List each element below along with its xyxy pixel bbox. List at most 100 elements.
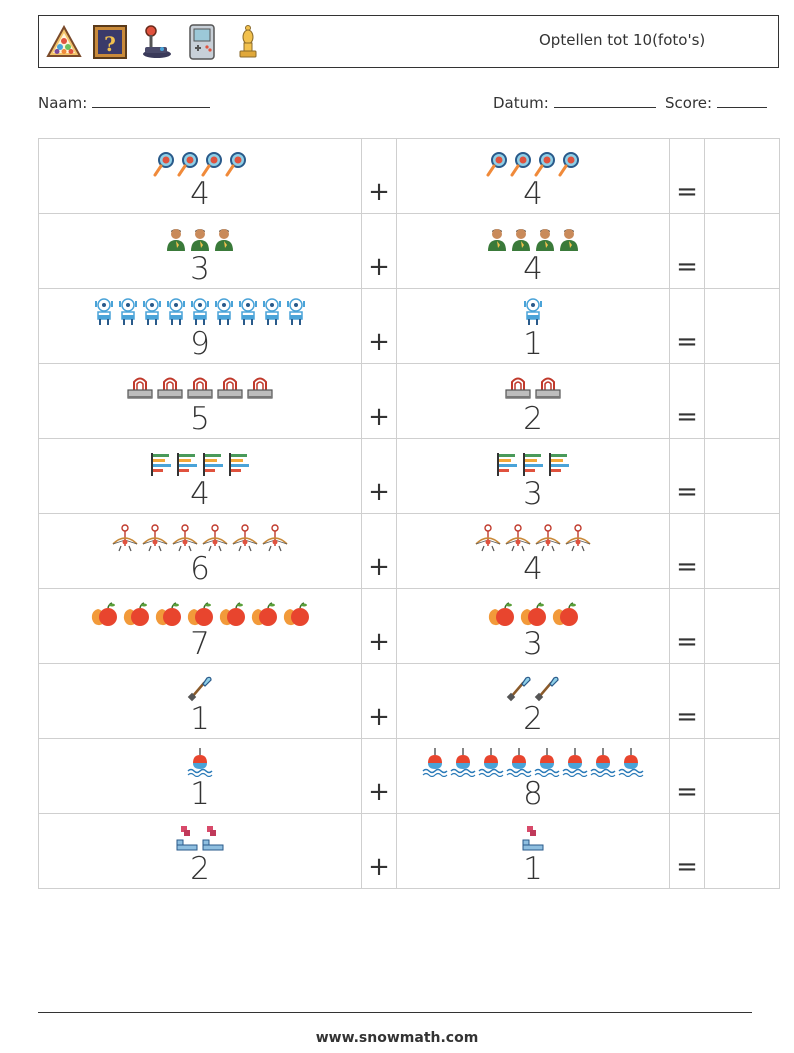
answer-cell[interactable] bbox=[704, 813, 780, 889]
fruit-icon bbox=[550, 601, 580, 627]
bar-chart-icon bbox=[201, 451, 225, 477]
name-label: Naam: bbox=[38, 94, 88, 112]
shovel-icon bbox=[506, 674, 532, 702]
answer-cell[interactable] bbox=[704, 363, 780, 439]
shovel-icon bbox=[187, 674, 213, 702]
equals-cell: = bbox=[669, 288, 705, 364]
term-number: 4 bbox=[190, 176, 210, 212]
term-number: 6 bbox=[190, 551, 210, 587]
person-icon bbox=[534, 226, 556, 252]
problem-row: 5 +2 = bbox=[38, 363, 780, 439]
bar-chart-icon bbox=[521, 451, 545, 477]
term-number: 5 bbox=[190, 401, 210, 437]
svg-text:?: ? bbox=[104, 32, 116, 56]
robot-icon bbox=[285, 297, 307, 327]
bar-chart-icon bbox=[149, 451, 173, 477]
term-number: 4 bbox=[523, 176, 543, 212]
person-icon bbox=[165, 226, 187, 252]
archer-icon bbox=[504, 524, 532, 552]
archer-icon bbox=[231, 524, 259, 552]
term-number: 3 bbox=[523, 626, 543, 662]
term-cell-b: 4 bbox=[396, 213, 670, 289]
robot-icon bbox=[522, 297, 544, 327]
binder-clip-icon bbox=[186, 376, 214, 402]
term-cell-b: 1 bbox=[396, 288, 670, 364]
term-cell-b: 8 bbox=[396, 738, 670, 814]
picture-group bbox=[149, 445, 251, 477]
picture-group bbox=[486, 145, 580, 177]
answer-cell[interactable] bbox=[704, 513, 780, 589]
archer-icon bbox=[171, 524, 199, 552]
picture-group bbox=[153, 145, 247, 177]
magnifier-icon bbox=[486, 151, 508, 177]
answer-cell[interactable] bbox=[704, 738, 780, 814]
archer-icon bbox=[564, 524, 592, 552]
term-cell-a: 5 bbox=[38, 363, 362, 439]
binder-clip-icon bbox=[534, 376, 562, 402]
picture-group bbox=[175, 820, 225, 852]
score-blank[interactable] bbox=[716, 93, 767, 108]
plus-cell: + bbox=[361, 663, 397, 739]
fishing-float-icon bbox=[562, 747, 588, 777]
picture-group bbox=[422, 745, 644, 777]
fruit-icon bbox=[217, 601, 247, 627]
blocks-icon bbox=[175, 824, 199, 852]
binder-clip-icon bbox=[246, 376, 274, 402]
name-blank[interactable] bbox=[92, 93, 211, 108]
plus-sign: + bbox=[368, 702, 390, 732]
name-field: Naam: bbox=[38, 93, 211, 112]
answer-cell[interactable] bbox=[704, 588, 780, 664]
equals-cell: = bbox=[669, 513, 705, 589]
term-cell-b: 4 bbox=[396, 138, 670, 214]
equals-sign: = bbox=[676, 252, 698, 282]
date-field: Datum: bbox=[493, 93, 656, 112]
answer-cell[interactable] bbox=[704, 213, 780, 289]
fruit-icon bbox=[518, 601, 548, 627]
equals-sign: = bbox=[676, 552, 698, 582]
person-icon bbox=[189, 226, 211, 252]
blocks-icon bbox=[201, 824, 225, 852]
plus-sign: + bbox=[368, 177, 390, 207]
robot-icon bbox=[141, 297, 163, 327]
robot-icon bbox=[237, 297, 259, 327]
term-cell-a: 7 bbox=[38, 588, 362, 664]
date-blank[interactable] bbox=[553, 93, 656, 108]
equals-sign: = bbox=[676, 327, 698, 357]
answer-cell[interactable] bbox=[704, 288, 780, 364]
fishing-float-icon bbox=[506, 747, 532, 777]
archer-icon bbox=[141, 524, 169, 552]
picture-group bbox=[89, 595, 311, 627]
score-label: Score: bbox=[665, 94, 713, 112]
header-box: ? bbox=[38, 15, 779, 68]
term-number: 4 bbox=[523, 551, 543, 587]
equals-cell: = bbox=[669, 738, 705, 814]
answer-cell[interactable] bbox=[704, 138, 780, 214]
term-number: 9 bbox=[190, 326, 210, 362]
picture-group bbox=[93, 295, 307, 327]
problem-row: 6 +4 = bbox=[38, 513, 780, 589]
bar-chart-icon bbox=[495, 451, 519, 477]
worksheet-table: 4 +4 = 3 +4 = 9 +1 = 5 +2 = 4 +3 = 6 +4 = 7 +3 = 1 +2 = 1 +8 = 2 +1 = bbox=[38, 138, 780, 889]
answer-cell[interactable] bbox=[704, 438, 780, 514]
footer-url[interactable]: www.snowmath.com bbox=[315, 1030, 479, 1046]
term-cell-b: 3 bbox=[396, 588, 670, 664]
archer-icon bbox=[201, 524, 229, 552]
term-number: 4 bbox=[190, 476, 210, 512]
equals-sign: = bbox=[676, 777, 698, 807]
equals-sign: = bbox=[676, 177, 698, 207]
archer-icon bbox=[111, 524, 139, 552]
picture-group bbox=[486, 595, 580, 627]
term-cell-b: 2 bbox=[396, 363, 670, 439]
picture-group bbox=[111, 520, 289, 552]
plus-sign: + bbox=[368, 252, 390, 282]
magnifier-icon bbox=[201, 151, 223, 177]
fishing-float-icon bbox=[478, 747, 504, 777]
term-cell-a: 9 bbox=[38, 288, 362, 364]
robot-icon bbox=[189, 297, 211, 327]
answer-cell[interactable] bbox=[704, 663, 780, 739]
picture-group bbox=[486, 220, 580, 252]
picture-group bbox=[506, 670, 560, 702]
plus-sign: + bbox=[368, 402, 390, 432]
equals-cell: = bbox=[669, 663, 705, 739]
magnifier-icon bbox=[177, 151, 199, 177]
